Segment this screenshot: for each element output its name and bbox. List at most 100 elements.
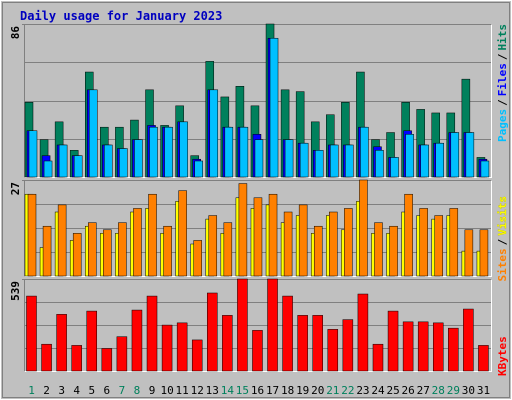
plot-edge [24,180,492,277]
bar [118,222,127,277]
bar [208,215,218,277]
bar [119,148,128,178]
legend-entry: Pages [496,109,509,142]
legend-entry: Files [496,63,509,96]
bar [330,144,339,178]
bar [176,322,188,372]
bar [450,132,460,178]
bar [161,324,173,372]
legend: Pages / Files / Hits [496,24,509,142]
bar [178,190,187,277]
x-tick-label: 29 [447,384,460,397]
bar [314,150,324,178]
bar [312,315,323,372]
bar [88,222,97,277]
bar [86,310,98,372]
bar [179,121,188,178]
bar [345,144,354,178]
bar [269,37,279,178]
bar [465,132,475,178]
bar [252,330,263,372]
bar [479,229,489,277]
bar [389,225,398,277]
bar [223,222,233,277]
plot-edge [24,279,492,372]
x-tick-label: 12 [191,384,204,397]
bar [360,126,369,178]
x-tick-label: 15 [236,384,249,397]
bar [131,309,143,372]
x-tick-label: 30 [462,384,475,397]
x-tick-label: 27 [417,384,430,397]
bar [464,229,474,277]
bar [404,193,413,277]
bar [478,345,489,372]
bar [313,225,323,277]
bar [207,292,218,372]
bar [435,142,444,178]
bar [238,183,248,277]
x-tick-label: 20 [311,384,324,397]
x-tick-label: 10 [160,384,173,397]
bar [89,89,98,178]
x-tick-label: 4 [73,384,80,397]
bar [448,327,459,372]
bar [283,211,293,277]
x-tick-label: 24 [371,384,385,397]
bar [299,142,309,178]
bar [194,160,203,178]
bar [42,225,52,277]
x-tick-label: 23 [356,384,369,397]
legend: Sites / Visits [496,196,509,282]
bar [327,329,339,372]
bar [146,295,158,372]
x-tick-label: 13 [206,384,219,397]
legend-entry: Visits [496,196,509,236]
bar [43,160,53,178]
x-tick-label: 7 [119,384,126,397]
bar [417,321,429,372]
y-tick-label: 27 [9,182,22,195]
legend-separator: / [496,238,509,245]
bar [390,157,399,178]
legend: KBytes [496,336,509,376]
legend-entry: Hits [496,24,509,51]
bar [480,160,490,178]
bar [253,197,263,277]
bar [374,222,383,277]
bar [224,126,234,178]
bar [359,179,368,277]
bar [298,204,308,277]
legend-entry: Sites [496,248,509,281]
bar [104,144,113,178]
bar [26,295,37,372]
bar [56,314,67,372]
x-tick-label: 25 [386,384,399,397]
x-tick-label: 9 [149,384,156,397]
x-tick-label: 3 [58,384,65,397]
x-tick-label: 18 [281,384,294,397]
x-tick-label: 21 [326,384,339,397]
x-tick-label: 28 [432,384,445,397]
bar [116,336,128,372]
x-tick-label: 17 [266,384,279,397]
bar [163,225,172,277]
x-tick-label: 16 [251,384,264,397]
bar [27,193,37,277]
bar [71,345,82,372]
bar [164,126,173,178]
bar [254,139,264,178]
bar [101,348,113,372]
bar [419,208,428,277]
bar [103,229,112,277]
bar [133,208,142,277]
x-tick-label: 1 [28,384,35,397]
legend-entry: KBytes [496,336,509,376]
bar [375,150,384,178]
bar [402,321,414,372]
bar [449,208,459,277]
bar [73,155,83,178]
